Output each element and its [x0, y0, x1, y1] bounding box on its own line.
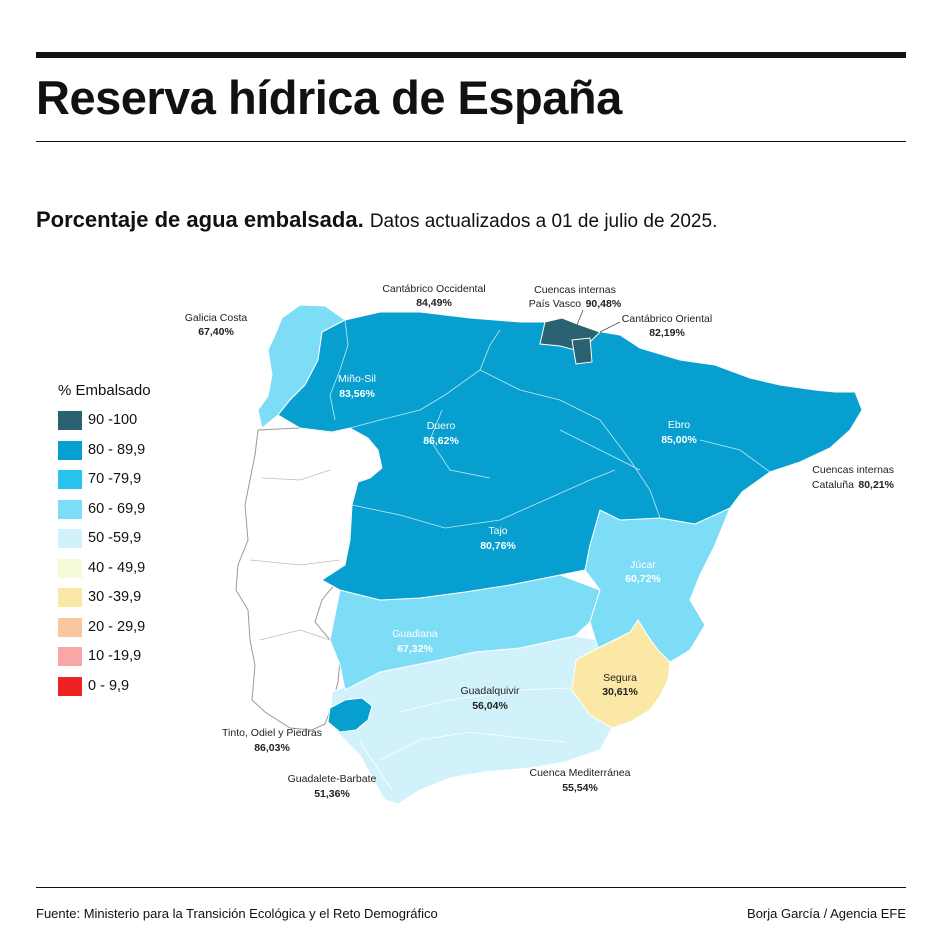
subtitle: Porcentaje de agua embalsada. Datos actu…: [36, 207, 717, 233]
page-title: Reserva hídrica de España: [36, 71, 622, 124]
source-note: Fuente: Ministerio para la Transición Ec…: [36, 906, 438, 921]
region-jucar: [584, 507, 731, 663]
label-guadalete-barbate: Guadalete-Barbate: [288, 773, 377, 785]
legend-item: 90 -100: [58, 411, 168, 430]
legend-label: 10 -19,9: [88, 648, 142, 664]
legend-swatch: [58, 411, 82, 430]
legend-item: 80 - 89,9: [58, 440, 168, 460]
basin-border-lines: [329, 319, 771, 529]
legend-item: 50 -59,9: [58, 529, 168, 548]
credit-note: Borja García / Agencia EFE: [747, 906, 906, 921]
region-northern-basins: [277, 311, 863, 601]
legend-item: 60 - 69,9: [58, 499, 168, 519]
label-cuenca-mediterranea: Cuenca Mediterránea: [530, 767, 631, 779]
region-pais-vasco-inland: [571, 337, 593, 365]
legend-item: 40 - 49,9: [58, 558, 168, 578]
legend-swatch: [58, 647, 82, 666]
legend-swatch: [58, 499, 82, 519]
region-tinto-odiel: [327, 697, 373, 733]
bottom-rule: [36, 887, 906, 888]
label-cantabrico-oriental: Cantábrico Oriental: [622, 313, 712, 325]
title-rule: [36, 141, 906, 142]
label-jucar: Júcar: [630, 559, 656, 571]
legend-title: % Embalsado: [58, 382, 151, 399]
value-jucar: 60,72%: [625, 573, 661, 585]
legend-label: 0 - 9,9: [88, 677, 130, 694]
legend-swatch: [58, 558, 82, 578]
label-tajo: Tajo: [488, 525, 507, 537]
legend-label: 60 - 69,9: [88, 500, 146, 517]
legend-swatch: [58, 470, 82, 489]
label-segura: Segura: [603, 672, 637, 684]
value-guadiana: 67,32%: [397, 643, 433, 655]
label-cataluna-line1: Cuencas internas: [812, 464, 894, 476]
legend-label: 40 - 49,9: [88, 559, 146, 576]
guadalquivir-inner-lines: [359, 687, 571, 791]
label-guadiana: Guadiana: [392, 628, 438, 640]
legend-item: 20 - 29,9: [58, 617, 168, 637]
label-mino-sil: Miño-Sil: [338, 373, 376, 385]
legend-item: 70 -79,9: [58, 470, 168, 489]
value-ebro: 85,00%: [661, 434, 697, 446]
legend-swatch: [58, 529, 82, 548]
legend-item: 30 -39,9: [58, 588, 168, 607]
legend-swatch: [58, 676, 82, 696]
subtitle-bold: Porcentaje de agua embalsada.: [36, 207, 364, 232]
legend-item: 0 - 9,9: [58, 676, 168, 696]
label-tinto-odiel: Tinto, Odiel y Piedras: [222, 727, 322, 739]
value-cantabrico-occidental: 84,49%: [416, 297, 452, 309]
legend-label: 30 -39,9: [88, 589, 142, 605]
label-ebro: Ebro: [668, 419, 690, 431]
legend-item: 10 -19,9: [58, 647, 168, 666]
value-guadalquivir: 56,04%: [472, 700, 508, 712]
legend-label: 80 - 89,9: [88, 441, 146, 458]
value-tajo: 80,76%: [480, 540, 516, 552]
value-guadalete-barbate: 51,36%: [314, 788, 350, 800]
legend-swatch: [58, 440, 82, 460]
value-tinto-odiel: 86,03%: [254, 742, 290, 754]
label-guadalquivir: Guadalquivir: [461, 685, 520, 697]
value-cantabrico-oriental: 82,19%: [649, 327, 685, 339]
portugal-inner-lines: [249, 469, 341, 641]
label-galicia-costa: Galicia Costa: [185, 312, 248, 324]
value-galicia-costa: 67,40%: [198, 326, 234, 338]
legend-swatch: [58, 588, 82, 607]
legend-label: 20 - 29,9: [88, 618, 146, 635]
value-duero: 86,62%: [423, 435, 459, 447]
legend-swatch: [58, 617, 82, 637]
top-rule: [36, 52, 906, 58]
label-duero: Duero: [427, 420, 456, 432]
leader-pais-vasco: [574, 309, 584, 331]
legend-label: 50 -59,9: [88, 530, 142, 546]
label-pais-vasco-line2: País Vasco 90,48%: [529, 294, 622, 311]
value-cuenca-mediterranea: 55,54%: [562, 782, 598, 794]
legend: % Embalsado 90 -100 80 - 89,9 70 -79,9 6…: [58, 382, 168, 706]
legend-label: 90 -100: [88, 412, 138, 428]
label-pais-vasco-line1: Cuencas internas: [534, 284, 616, 296]
label-cataluna-line2: Cataluña 80,21%: [812, 475, 895, 492]
leader-cantabrico-oriental: [599, 321, 621, 333]
subtitle-date: Datos actualizados a 01 de julio de 2025…: [369, 211, 718, 232]
value-segura: 30,61%: [602, 686, 638, 698]
legend-label: 70 -79,9: [88, 471, 142, 487]
label-cantabrico-occidental: Cantábrico Occidental: [382, 283, 485, 295]
value-mino-sil: 83,56%: [339, 388, 375, 400]
